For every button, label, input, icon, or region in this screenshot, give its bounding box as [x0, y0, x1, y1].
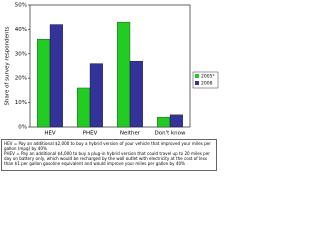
chart: Share of survey respondents 0% 10% 20% 30% 4… — [5, 3, 219, 137]
bar — [117, 21, 131, 128]
y-axis-label: Share of survey respondents — [5, 26, 11, 105]
y-tick-label: 50% — [15, 3, 27, 9]
y-tick-label: 0% — [18, 125, 27, 131]
bar — [169, 114, 183, 128]
footnote: PHEV = Pay an additional $4,000 to buy a… — [4, 151, 210, 166]
x-tick-label: Don't know — [154, 131, 186, 137]
legend: 2005*2008 — [192, 71, 219, 89]
x-tick-label: Neither — [120, 131, 141, 137]
bar — [89, 63, 103, 128]
legend-box — [192, 71, 219, 89]
bar — [157, 117, 171, 128]
y-tick-label: 30% — [15, 51, 27, 57]
legend-swatch — [195, 81, 199, 85]
bar — [37, 39, 51, 128]
x-tick-label: HEV — [44, 131, 56, 137]
legend-label: 2008 — [201, 81, 213, 87]
legend-label: 2005* — [201, 74, 215, 80]
y-tick-label: 10% — [15, 100, 27, 106]
footnotes: HEV = Pay an additional $2,000 to buy a … — [1, 139, 217, 171]
legend-swatch — [195, 74, 199, 78]
bar — [129, 60, 143, 128]
bar — [77, 87, 91, 128]
footnote: HEV = Pay an additional $2,000 to buy a … — [4, 141, 211, 151]
page: Share of survey respondents 0% 10% 20% 30% 4… — [0, 0, 220, 173]
y-tick-label: 40% — [15, 27, 27, 33]
bar — [49, 24, 63, 128]
x-tick-label: PHEV — [83, 131, 98, 137]
y-tick-label: 20% — [15, 76, 27, 82]
